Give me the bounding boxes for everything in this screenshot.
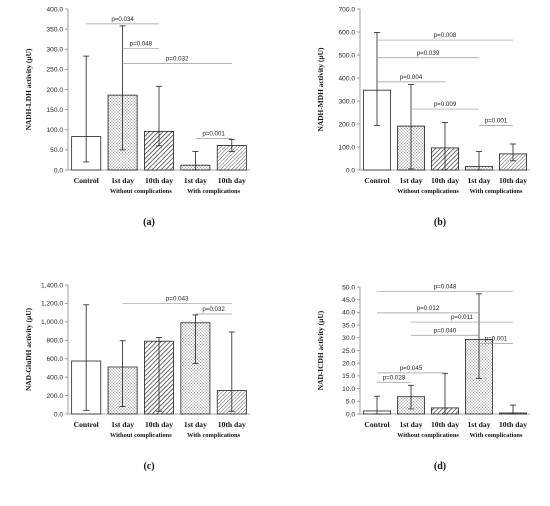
x-category-label: 10th day	[499, 176, 527, 185]
p-value-label: p=0.001	[202, 131, 225, 138]
p-value-label: p=0.045	[400, 365, 423, 372]
p-value-label: p=0.008	[434, 32, 457, 39]
y-axis-title: NADH-LDH activity (µU)	[24, 48, 33, 130]
x-category-label: 1st day	[468, 176, 491, 185]
x-category-label: Control	[74, 420, 99, 429]
p-value-label: p=0.001	[485, 335, 508, 342]
p-value-label: p=0.040	[434, 327, 457, 334]
chart-panel-4: 0.0 5.0 10.0 15.0 20.0 25.0 30.0 35.0 40.0 45.0 50…	[316, 284, 530, 472]
p-value-label: p=0.048	[434, 284, 457, 291]
group-label-with-complications: With complications	[470, 188, 523, 195]
x-category-label: 1st day	[184, 420, 207, 429]
p-value-label: p=0.034	[111, 16, 134, 23]
y-tick-label: 50.0	[50, 147, 63, 154]
y-tick-label: 150.0	[46, 107, 63, 114]
panel-label: (a)	[143, 217, 155, 228]
y-tick-label: 0.0	[346, 167, 355, 174]
y-tick-label: 200.0	[46, 87, 63, 94]
panel-label: (d)	[434, 461, 446, 472]
y-tick-label: 5.0	[346, 399, 355, 406]
x-category-label: 1st day	[400, 176, 423, 185]
p-value-label: p=0.001	[485, 118, 508, 125]
y-tick-label: 15.0	[342, 373, 355, 380]
y-tick-label: 250.0	[46, 67, 63, 74]
x-category-label: Control	[74, 176, 99, 185]
x-category-label: Control	[364, 176, 389, 185]
y-tick-label: 45.0	[342, 297, 355, 304]
x-category-label: 10th day	[218, 420, 246, 429]
p-value-label: p=0.032	[202, 306, 225, 313]
y-tick-label: 200.0	[46, 393, 63, 400]
panel-label: (c)	[143, 461, 154, 472]
y-tick-label: 500.0	[338, 52, 355, 59]
y-tick-label: 300.0	[46, 47, 63, 54]
y-axis-title: NAD-GluDH activity (µU)	[24, 307, 33, 391]
y-tick-label: 1,000.0	[41, 319, 63, 326]
x-category-label: 10th day	[218, 176, 246, 185]
x-category-label: 10th day	[499, 420, 527, 429]
y-tick-label: 100.0	[46, 127, 63, 134]
y-tick-label: 600.0	[46, 356, 63, 363]
x-category-label: 1st day	[111, 420, 134, 429]
x-category-label: 1st day	[400, 420, 423, 429]
y-tick-label: 35.0	[342, 322, 355, 329]
p-value-label: p=0.028	[383, 374, 406, 381]
group-label-with-complications: With complications	[470, 432, 523, 439]
x-category-label: 10th day	[145, 420, 173, 429]
y-tick-label: 0.0	[54, 411, 63, 418]
chart-panel-1: 0.0 50.0 100.0 150.0 200.0 250.0 300.0 350.0 400…	[24, 6, 250, 228]
x-category-label: 10th day	[431, 176, 459, 185]
y-tick-label: 300.0	[338, 98, 355, 105]
group-label-with-complications: With complications	[187, 432, 240, 439]
y-tick-label: 30.0	[342, 335, 355, 342]
p-value-label: p=0.011	[451, 314, 474, 321]
y-tick-label: 1,200.0	[41, 301, 63, 308]
y-tick-label: 350.0	[46, 26, 63, 33]
group-label-without-complications: Without complications	[110, 188, 172, 195]
group-label-without-complications: Without complications	[110, 432, 172, 439]
y-tick-label: 1,400.0	[41, 282, 63, 289]
y-axis-title: NAD-ICDH activity (µU)	[316, 310, 325, 390]
y-tick-label: 100.0	[338, 144, 355, 151]
x-category-label: 1st day	[111, 176, 134, 185]
panel-label: (b)	[434, 217, 446, 228]
x-category-label: 1st day	[184, 176, 207, 185]
chart-panel-3: 0.0 200.0 400.0 600.0 800.0 1,000.0 1,200.0 1,4…	[24, 282, 250, 472]
y-tick-label: 40.0	[342, 310, 355, 317]
chart-panel-2: 0.0 100.0 200.0 300.0 400.0 500.0 600.0 700.0 NA…	[316, 6, 530, 228]
y-tick-label: 400.0	[338, 75, 355, 82]
group-label-without-complications: Without complications	[397, 188, 459, 195]
y-tick-label: 20.0	[342, 361, 355, 368]
group-label-without-complications: Without complications	[397, 432, 459, 439]
y-tick-label: 200.0	[338, 121, 355, 128]
p-value-label: p=0.012	[417, 305, 440, 312]
p-value-label: p=0.039	[417, 50, 440, 57]
x-category-label: 10th day	[431, 420, 459, 429]
y-axis-title: NADH-MDH activity (µU)	[316, 47, 325, 131]
p-value-label: p=0.048	[130, 40, 153, 47]
p-value-label: p=0.009	[434, 101, 457, 108]
y-tick-label: 25.0	[342, 348, 355, 355]
y-tick-label: 400.0	[46, 374, 63, 381]
x-category-label: 1st day	[468, 420, 491, 429]
y-tick-label: 0.0	[346, 411, 355, 418]
y-tick-label: 0.0	[54, 167, 63, 174]
y-tick-label: 50.0	[342, 284, 355, 291]
y-tick-label: 600.0	[338, 29, 355, 36]
x-category-label: Control	[364, 420, 389, 429]
y-tick-label: 700.0	[338, 6, 355, 13]
y-tick-label: 10.0	[342, 386, 355, 393]
y-tick-label: 800.0	[46, 338, 63, 345]
y-tick-label: 400.0	[46, 6, 63, 13]
p-value-label: p=0.032	[166, 55, 189, 62]
p-value-label: p=0.004	[400, 74, 423, 81]
x-category-label: 10th day	[145, 176, 173, 185]
group-label-with-complications: With complications	[187, 188, 240, 195]
p-value-label: p=0.043	[166, 295, 189, 302]
